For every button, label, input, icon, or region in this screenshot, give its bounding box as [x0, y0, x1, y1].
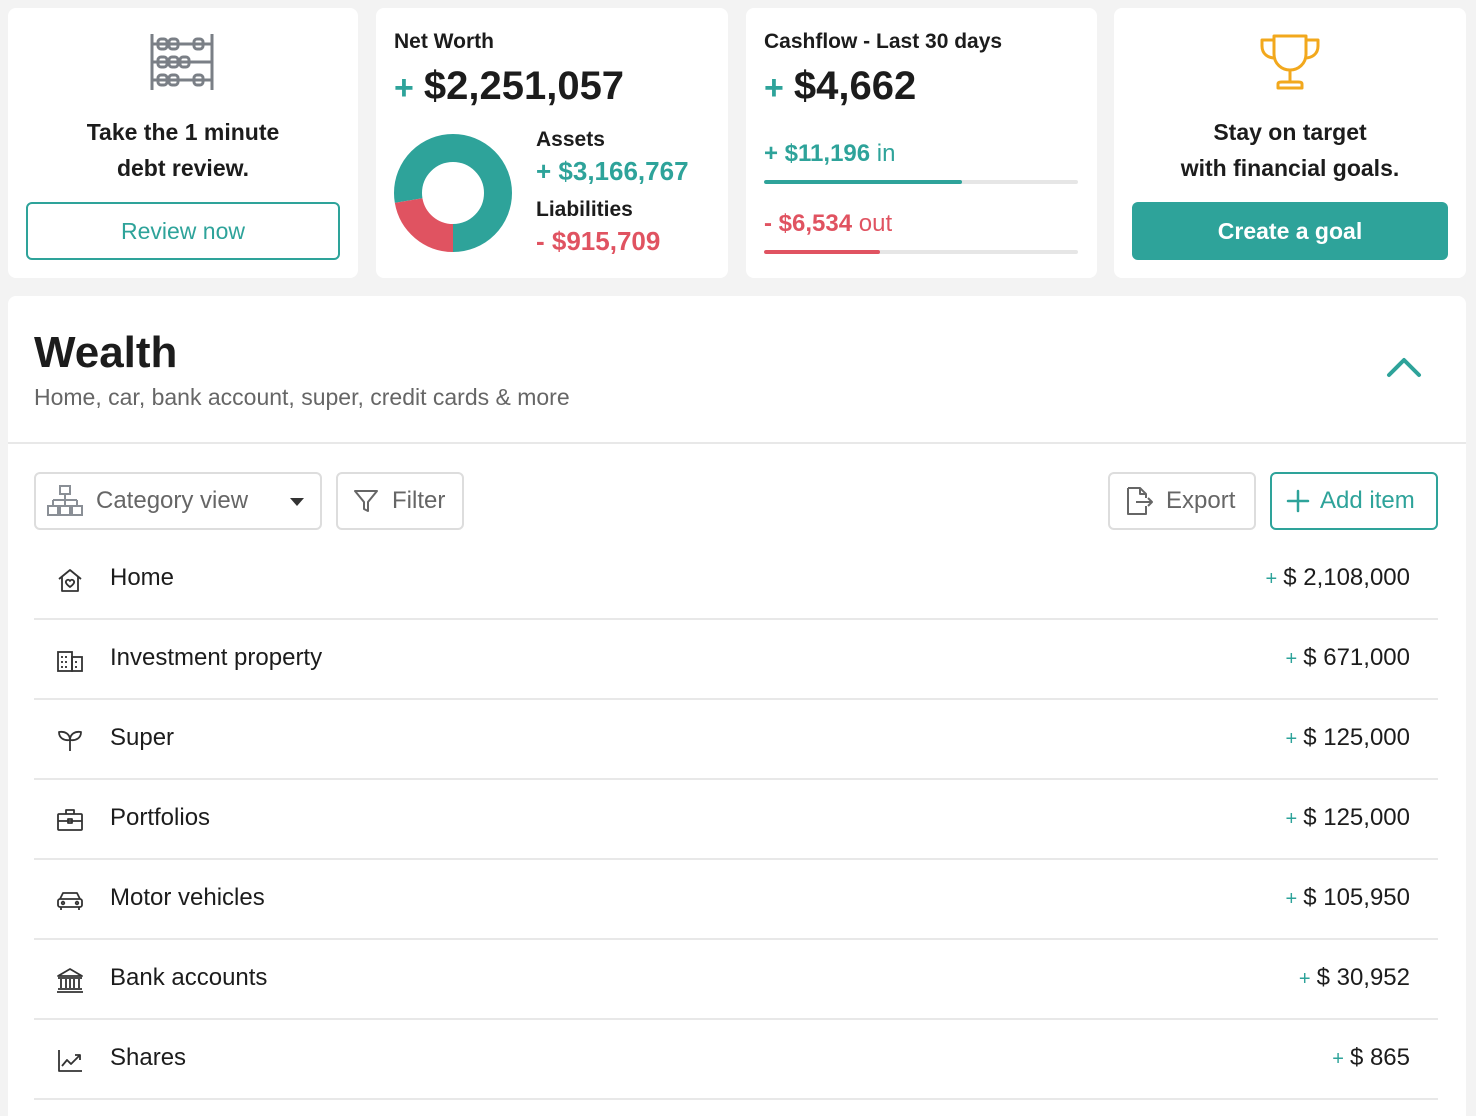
list-item-value: + $ 671,000 [1286, 644, 1410, 672]
caret-down-icon [290, 498, 304, 506]
value-sign: + [1285, 728, 1298, 750]
value-sign: + [1285, 808, 1298, 830]
list-item-name: Portfolios [110, 804, 211, 831]
list-item-value: + $ 865 [1332, 1044, 1410, 1072]
building-icon [57, 651, 83, 672]
cashflow-in-amount: + $11,196 [764, 140, 871, 167]
export-label: Export [1166, 487, 1236, 514]
create-goal-button[interactable]: Create a goal [1132, 202, 1448, 260]
debt-review-line1: Take the 1 minute [86, 119, 280, 145]
value-amount: $ 30,952 [1316, 964, 1410, 991]
wealth-list: Home + $ 2,108,000 Investment property + $… [34, 540, 1438, 1100]
trophy-icon [1256, 32, 1324, 99]
value-sign: + [1265, 568, 1278, 590]
cashflow-amount: $4,662 [793, 64, 917, 108]
value-amount: $ 125,000 [1303, 804, 1410, 831]
assets-value: + $3,166,767 [536, 156, 689, 186]
cashflow-out-suffix: out [858, 210, 893, 237]
wealth-divider [8, 442, 1466, 444]
list-item-name: Super [110, 724, 175, 751]
list-item-name: Home [110, 564, 175, 591]
value-sign: + [1332, 1048, 1344, 1070]
briefcase-icon [57, 809, 83, 831]
filter-button[interactable]: Filter [336, 472, 464, 530]
cashflow-in-bar-fill [764, 180, 962, 184]
net-worth-value: + $2,251,057 [394, 64, 624, 109]
net-worth-title: Net Worth [394, 30, 494, 53]
export-button[interactable]: Export [1108, 472, 1256, 530]
goals-line1: Stay on target [1213, 119, 1367, 145]
value-amount: $ 125,000 [1303, 724, 1410, 751]
filter-label: Filter [392, 487, 446, 514]
list-item-value: + $ 105,950 [1286, 884, 1410, 912]
cashflow-sign: + [764, 69, 784, 107]
category-view-label: Category view [96, 487, 249, 514]
donut-slice-liabilities [394, 134, 512, 252]
plus-icon [1286, 489, 1310, 513]
cashflow-card: Cashflow - Last 30 days + $4,662 + $11,19… [746, 8, 1097, 278]
car-icon [57, 892, 83, 910]
value-sign: + [1285, 888, 1298, 910]
list-item-home[interactable]: Home + $ 2,108,000 [34, 540, 1438, 620]
list-item-investment-property[interactable]: Investment property + $ 671,000 [34, 620, 1438, 700]
cashflow-out-bar-fill [764, 250, 881, 254]
value-amount: $ 105,950 [1303, 884, 1410, 911]
wealth-panel: Wealth Home, car, bank account, super, c… [8, 296, 1466, 1116]
list-item-bank-accounts[interactable]: Bank accounts + $ 30,952 [34, 940, 1438, 1020]
bank-icon [57, 968, 83, 993]
net-worth-sign: + [394, 69, 414, 107]
cashflow-in: + $11,196 in [764, 140, 895, 168]
list-item-name: Motor vehicles [110, 884, 265, 911]
cashflow-out: - $6,534 out [764, 210, 892, 238]
goals-card: Stay on target with financial goals. Cre… [1114, 8, 1466, 278]
liabilities-value: - $915,709 [536, 226, 661, 256]
cashflow-value: + $4,662 [764, 64, 916, 109]
list-item-value: + $ 125,000 [1286, 804, 1410, 832]
value-sign: + [1285, 648, 1298, 670]
wealth-title: Wealth [34, 328, 178, 377]
list-item-super[interactable]: Super + $ 125,000 [34, 700, 1438, 780]
review-now-button[interactable]: Review now [26, 202, 340, 260]
wealth-subtitle: Home, car, bank account, super, credit c… [34, 384, 570, 410]
net-worth-amount: $2,251,057 [423, 64, 625, 108]
hierarchy-icon [47, 485, 83, 516]
assets-label: Assets [536, 128, 605, 151]
cashflow-in-suffix: in [876, 140, 896, 167]
net-worth-donut-chart [394, 134, 512, 252]
list-item-name: Shares [110, 1044, 187, 1071]
cashflow-title: Cashflow - Last 30 days [764, 30, 1003, 53]
chart-line-icon [58, 1050, 82, 1072]
debt-review-card: Take the 1 minute debt review. Review no… [8, 8, 358, 278]
list-item-name: Bank accounts [110, 964, 268, 991]
collapse-chevron-up-icon[interactable] [1386, 356, 1422, 383]
add-item-button[interactable]: Add item [1270, 472, 1438, 530]
value-amount: $ 671,000 [1303, 644, 1410, 671]
net-worth-card: Net Worth + $2,251,057 Assets + $3,166,76… [376, 8, 728, 278]
home-icon [58, 569, 82, 592]
filter-icon [354, 490, 378, 512]
value-amount: $ 2,108,000 [1283, 564, 1410, 591]
list-item-portfolios[interactable]: Portfolios + $ 125,000 [34, 780, 1438, 860]
list-item-motor-vehicles[interactable]: Motor vehicles + $ 105,950 [34, 860, 1438, 940]
goals-line2: with financial goals. [1180, 155, 1400, 181]
liabilities-label: Liabilities [536, 198, 633, 221]
value-amount: $ 865 [1349, 1044, 1410, 1071]
list-item-value: + $ 30,952 [1299, 964, 1410, 992]
list-item-value: + $ 125,000 [1286, 724, 1410, 752]
add-item-label: Add item [1320, 487, 1415, 514]
list-item-shares[interactable]: Shares + $ 865 [34, 1020, 1438, 1100]
cashflow-in-bar [764, 180, 1078, 184]
cashflow-out-bar [764, 250, 1078, 254]
list-item-name: Investment property [110, 644, 323, 671]
abacus-icon [148, 32, 216, 97]
category-view-select[interactable]: Category view [34, 472, 322, 530]
value-sign: + [1298, 968, 1311, 990]
export-icon [1127, 487, 1153, 515]
list-item-value: + $ 2,108,000 [1266, 564, 1410, 592]
debt-review-line2: debt review. [116, 155, 250, 181]
sprout-icon [58, 730, 82, 751]
cashflow-out-amount: - $6,534 [764, 210, 853, 237]
